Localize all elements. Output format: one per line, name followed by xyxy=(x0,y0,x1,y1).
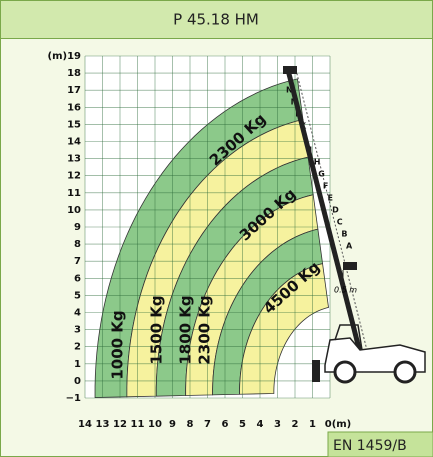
y-tick-label: 3 xyxy=(74,325,81,336)
y-tick-label: 5 xyxy=(74,290,81,301)
y-tick-label: 7 xyxy=(74,256,81,267)
x-tick-label: 13 xyxy=(96,419,110,430)
y-tick-label: 18 xyxy=(67,68,81,79)
load-label: 1500 Kg xyxy=(148,295,166,364)
x-tick-label: 7 xyxy=(204,419,211,430)
offset-label: 0.5 m xyxy=(334,286,357,295)
footer-standard: EN 1459/B xyxy=(333,438,407,454)
x-tick-label: 14 xyxy=(78,419,92,430)
y-tick-label: 2 xyxy=(74,342,81,353)
header-title: P 45.18 HM xyxy=(173,11,259,29)
boom-letter: C xyxy=(337,218,343,227)
fork-ref xyxy=(343,262,357,270)
x-tick-label: 6 xyxy=(222,419,229,430)
x-tick-label: 10 xyxy=(148,419,162,430)
x-tick-label: 9 xyxy=(169,419,176,430)
y-tick-label: 15 xyxy=(67,119,81,130)
x-tick-label: 0(m) xyxy=(325,419,352,430)
y-tick-label: −1 xyxy=(66,393,81,404)
x-tick-label: 8 xyxy=(187,419,194,430)
y-tick-label: 8 xyxy=(74,239,81,250)
x-tick-label: 11 xyxy=(131,419,145,430)
boom-letter: D xyxy=(332,206,339,215)
front-wheel xyxy=(335,362,355,382)
load-label: 2300 Kg xyxy=(196,295,214,364)
y-tick-label: 16 xyxy=(67,102,81,113)
x-tick-label: 3 xyxy=(274,419,281,430)
load-chart-page: P 45.18 HM (m)19181716151413121110987654… xyxy=(0,0,433,457)
y-tick-label: 1 xyxy=(74,359,81,370)
y-tick-label: 4 xyxy=(74,308,81,319)
y-tick-label: 17 xyxy=(67,85,81,96)
boom-head xyxy=(283,66,297,74)
load-label: 1000 Kg xyxy=(109,310,127,379)
boom-letter: B xyxy=(341,230,347,239)
y-tick-label: 0 xyxy=(74,376,81,387)
x-tick-label: 12 xyxy=(113,419,127,430)
x-tick-label: 4 xyxy=(257,419,264,430)
boom-letter: A xyxy=(346,242,353,251)
rear-wheel xyxy=(395,362,415,382)
x-tick-label: 2 xyxy=(292,419,299,430)
x-tick-label: 5 xyxy=(239,419,246,430)
y-tick-label: 12 xyxy=(67,171,81,182)
y-tick-label: (m)19 xyxy=(48,51,82,62)
stabilizer xyxy=(312,360,320,382)
y-tick-label: 13 xyxy=(67,154,81,165)
y-tick-label: 9 xyxy=(74,222,81,233)
load-label: 1800 Kg xyxy=(177,295,195,364)
x-tick-label: 1 xyxy=(309,419,316,430)
y-tick-label: 6 xyxy=(74,273,81,284)
y-tick-label: 11 xyxy=(67,188,81,199)
y-tick-label: 10 xyxy=(67,205,81,216)
y-tick-label: 14 xyxy=(67,137,81,148)
